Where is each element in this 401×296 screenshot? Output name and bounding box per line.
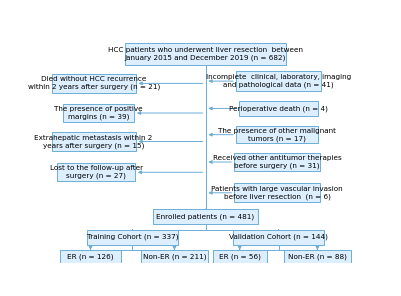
Text: The presence of positive
margins (n = 39): The presence of positive margins (n = 39… <box>54 106 143 120</box>
Text: Training Cohort (n = 337): Training Cohort (n = 337) <box>87 234 178 240</box>
Text: HCC patients who underwent liver resection  between
January 2015 and December 20: HCC patients who underwent liver resecti… <box>108 47 303 61</box>
FancyBboxPatch shape <box>233 230 324 244</box>
Text: ER (n = 56): ER (n = 56) <box>219 253 261 260</box>
FancyBboxPatch shape <box>239 101 318 116</box>
FancyBboxPatch shape <box>236 71 321 91</box>
FancyBboxPatch shape <box>125 43 286 65</box>
FancyBboxPatch shape <box>52 132 136 151</box>
FancyBboxPatch shape <box>234 153 320 170</box>
Text: Incomplete  clinical, laboratory, imaging
and pathological data (n = 41): Incomplete clinical, laboratory, imaging… <box>206 74 351 88</box>
Text: Died without HCC recurrence
within 2 years after surgery (n = 21): Died without HCC recurrence within 2 yea… <box>28 76 160 90</box>
FancyBboxPatch shape <box>63 104 134 122</box>
FancyBboxPatch shape <box>57 163 135 181</box>
FancyBboxPatch shape <box>52 74 136 93</box>
Text: Validation Cohort (n = 144): Validation Cohort (n = 144) <box>229 234 328 240</box>
Text: Non-ER (n = 88): Non-ER (n = 88) <box>288 253 347 260</box>
Text: Perioperative death (n = 4): Perioperative death (n = 4) <box>229 105 328 112</box>
Text: ER (n = 126): ER (n = 126) <box>67 253 114 260</box>
FancyBboxPatch shape <box>284 250 351 263</box>
FancyBboxPatch shape <box>234 183 320 202</box>
Text: Received other antitumor therapies
before surgery (n = 31): Received other antitumor therapies befor… <box>213 155 341 169</box>
Text: Patients with large vascular invasion
before liver resection  (n = 6): Patients with large vascular invasion be… <box>211 186 343 200</box>
FancyBboxPatch shape <box>236 126 318 143</box>
Text: The presence of other malignant
tumors (n = 17): The presence of other malignant tumors (… <box>218 128 336 142</box>
FancyBboxPatch shape <box>213 250 267 263</box>
Text: Non-ER (n = 211): Non-ER (n = 211) <box>143 253 206 260</box>
Text: Extrahepatic metastasis within 2
years after surgery (n = 15): Extrahepatic metastasis within 2 years a… <box>34 134 153 149</box>
FancyBboxPatch shape <box>141 250 208 263</box>
Text: Enrolled patients (n = 481): Enrolled patients (n = 481) <box>156 213 255 220</box>
Text: Lost to the follow-up after
surgery (n = 27): Lost to the follow-up after surgery (n =… <box>50 165 143 179</box>
FancyBboxPatch shape <box>153 209 258 224</box>
FancyBboxPatch shape <box>60 250 121 263</box>
FancyBboxPatch shape <box>87 230 178 244</box>
